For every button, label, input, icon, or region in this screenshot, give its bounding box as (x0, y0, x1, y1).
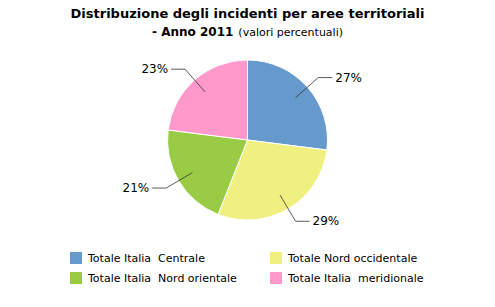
leader-line (152, 173, 192, 188)
leader-line (296, 78, 333, 98)
legend-swatch (70, 252, 82, 264)
title: Distribuzione degli incidenti per aree t… (71, 6, 425, 21)
slice (248, 60, 328, 150)
legend-swatch (270, 252, 282, 264)
data-label: 23% (141, 62, 168, 76)
legend-label: Totale Italia Nord orientale (87, 272, 237, 285)
subtitle-part: - Anno 2011 (152, 25, 233, 39)
data-label: 21% (123, 181, 150, 195)
subtitle-part: (valori percentuali) (238, 26, 343, 39)
slice (168, 60, 247, 140)
legend-label: Totale Italia meridionale (287, 272, 424, 285)
legend-label: Totale Italia Centrale (87, 252, 205, 265)
legend-item: Totale Nord occidentale (270, 252, 417, 265)
legend-item: Totale Italia Nord orientale (70, 272, 237, 285)
legend-item: Totale Italia meridionale (270, 272, 424, 285)
leader-line (280, 195, 309, 221)
pie (168, 60, 328, 220)
data-label: 27% (335, 71, 362, 85)
legend: Totale Italia Centrale Totale Nord occide… (70, 252, 424, 285)
chart: Distribuzione degli incidenti per aree t… (0, 0, 495, 307)
slice (168, 130, 248, 214)
data-label: 29% (313, 214, 340, 228)
legend-swatch (270, 272, 282, 284)
data-labels: 27% 29% 21% 23% (123, 62, 362, 228)
leader-line (171, 69, 205, 92)
legend-swatch (70, 272, 82, 284)
legend-label: Totale Nord occidentale (287, 252, 417, 265)
subtitle: - Anno 2011 (valori percentuali) (152, 25, 343, 39)
legend-item: Totale Italia Centrale (70, 252, 205, 265)
